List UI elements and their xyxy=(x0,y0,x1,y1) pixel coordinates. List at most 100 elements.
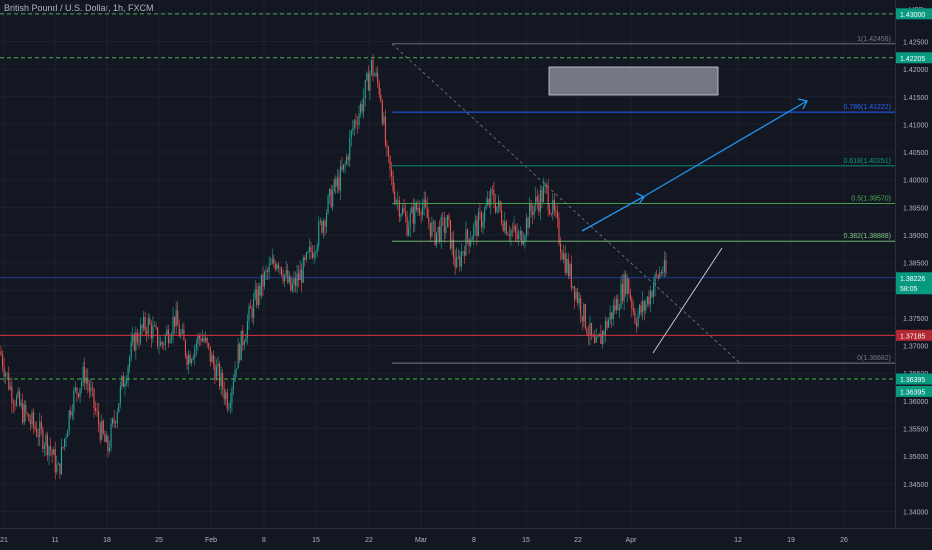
candle-body xyxy=(181,329,183,333)
candle-body xyxy=(294,278,297,287)
candle-body xyxy=(502,223,504,231)
candle-body xyxy=(259,285,261,296)
candle-body xyxy=(191,359,193,364)
projection-arrow-2 xyxy=(642,100,808,198)
candle-body xyxy=(11,386,13,404)
candle-body xyxy=(485,204,487,209)
candle-body xyxy=(84,366,86,384)
projection-arrow-1 xyxy=(581,196,644,232)
candle-body xyxy=(19,391,21,406)
candle-body xyxy=(347,156,349,160)
candle-body xyxy=(487,198,489,205)
candle-body xyxy=(54,449,56,473)
candle-body xyxy=(68,410,70,432)
candle-body xyxy=(48,446,50,456)
x-tick-label: 22 xyxy=(574,537,582,544)
candle-body xyxy=(143,316,145,329)
candle-body xyxy=(99,424,101,440)
candle-body xyxy=(539,190,541,212)
candle-body xyxy=(166,329,168,336)
candle-body xyxy=(37,436,39,438)
candle-body xyxy=(276,264,278,270)
candle-body xyxy=(341,166,343,170)
candle-body xyxy=(403,208,405,213)
price-label-text: 1.38226 xyxy=(900,276,925,283)
fib-trend-line xyxy=(391,43,741,364)
candle-body xyxy=(119,385,121,404)
candle-body xyxy=(436,232,438,245)
candle-body xyxy=(353,120,355,128)
candle-body xyxy=(322,221,324,233)
candle-body xyxy=(457,256,459,258)
y-tick-label: 1.42000 xyxy=(903,67,928,74)
candle-body xyxy=(149,318,151,325)
candle-body xyxy=(112,418,114,424)
candle-body xyxy=(203,338,205,342)
candle-body xyxy=(177,310,179,326)
y-tick-label: 1.37500 xyxy=(903,316,928,323)
candle-body xyxy=(493,189,495,203)
x-axis: 21 11 18 25 Feb 8 15 22 Mar 8 15 22 Apr 12 19 26 xyxy=(0,537,848,544)
candle-body xyxy=(64,438,66,448)
candle-body xyxy=(499,201,501,211)
candle-body xyxy=(287,270,289,283)
candle-body xyxy=(138,341,140,343)
candle-body xyxy=(524,235,526,242)
candle-body xyxy=(397,200,399,201)
symbol-title: British Pound / U.S. Dollar, 1h, FXCM xyxy=(4,3,154,13)
candle-body xyxy=(254,289,256,299)
candle-body xyxy=(315,252,317,254)
candle-body xyxy=(490,189,492,206)
candle-body xyxy=(79,388,81,398)
candle-body xyxy=(462,251,464,253)
candle-body xyxy=(387,146,390,156)
candle-body xyxy=(239,344,241,361)
candle-body xyxy=(618,308,620,311)
candle-body xyxy=(335,179,337,187)
candle-body xyxy=(646,296,648,304)
candle-body xyxy=(592,335,594,337)
candle-body xyxy=(409,213,411,228)
candle-body xyxy=(604,321,607,336)
candle-body xyxy=(267,270,269,272)
candle-body xyxy=(225,392,227,400)
candle-body xyxy=(547,186,549,210)
candle-body xyxy=(406,216,408,236)
candle-body xyxy=(511,230,514,231)
candle-body xyxy=(164,335,166,345)
candle-body xyxy=(614,305,616,311)
candle-body xyxy=(5,373,7,377)
candle-body xyxy=(195,343,197,348)
x-tick-label: 11 xyxy=(51,537,58,544)
candle-body xyxy=(169,339,171,343)
lines-layer xyxy=(0,13,895,380)
candle-body xyxy=(384,116,386,146)
candle-body xyxy=(477,212,479,237)
candle-body xyxy=(215,366,217,380)
candle-body xyxy=(206,337,208,344)
candle-body xyxy=(628,278,630,294)
candle-body xyxy=(411,207,413,214)
candle-body xyxy=(93,388,95,408)
candle-body xyxy=(12,403,14,405)
candle-body xyxy=(274,263,276,270)
candle-body xyxy=(313,253,315,258)
candle-body xyxy=(43,446,45,450)
candle-body xyxy=(305,252,307,260)
candle-body xyxy=(31,412,33,425)
candle-body xyxy=(307,251,309,253)
candle-body xyxy=(432,221,434,223)
candle-body xyxy=(456,256,458,268)
candle-body xyxy=(186,355,188,365)
candle-body xyxy=(71,411,73,416)
candle-body xyxy=(198,336,200,339)
candle-body xyxy=(273,258,275,264)
candle-body xyxy=(439,226,441,242)
candle-body xyxy=(333,179,335,192)
candle-body xyxy=(290,276,292,291)
candle-body xyxy=(81,381,83,389)
candle-body xyxy=(180,332,182,337)
x-tick-label: Feb xyxy=(205,537,217,544)
candle-body xyxy=(660,272,662,274)
